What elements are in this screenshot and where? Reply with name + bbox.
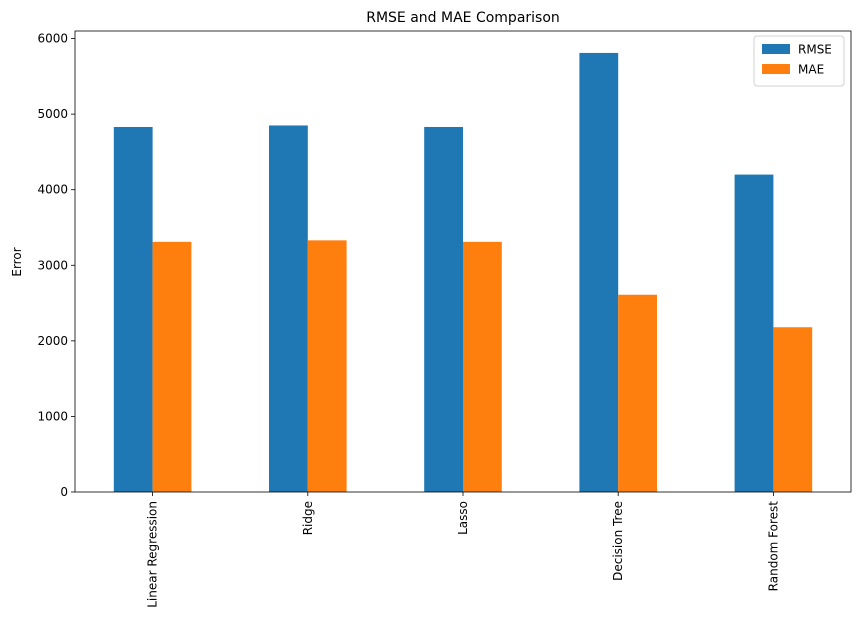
x-tick-label: Random Forest — [766, 501, 780, 592]
x-tick-label: Decision Tree — [611, 501, 625, 581]
bar-mae-linear-regression — [152, 241, 192, 492]
bar-rmse-lasso — [424, 126, 463, 492]
bar-mae-ridge — [307, 240, 347, 492]
x-axis-ticks: Linear Regression Ridge Lasso Decision Tree… — [146, 492, 780, 608]
bar-mae-lasso — [463, 241, 502, 492]
y-tick-label: 0 — [60, 485, 68, 499]
bar-rmse-random-forest — [734, 174, 774, 493]
legend: RMSE MAE — [753, 35, 845, 87]
y-tick-label: 2000 — [37, 334, 68, 348]
y-tick-label: 4000 — [37, 183, 68, 197]
x-tick-label: Lasso — [456, 501, 470, 535]
bar-rmse-decision-tree — [579, 52, 619, 493]
y-tick-label: 6000 — [37, 32, 68, 46]
bar-rmse-linear-regression — [113, 126, 153, 492]
legend-swatch-rmse — [762, 44, 790, 54]
y-tick-label: 3000 — [37, 258, 68, 272]
x-tick-label: Ridge — [301, 501, 315, 535]
bar-rmse-ridge — [269, 125, 308, 492]
legend-swatch-mae — [762, 64, 790, 74]
y-tick-label: 1000 — [37, 409, 68, 423]
y-tick-label: 5000 — [37, 107, 68, 121]
bars-group — [113, 52, 813, 493]
legend-label-rmse: RMSE — [798, 43, 832, 57]
chart-title: RMSE and MAE Comparison — [366, 10, 560, 26]
y-axis-label: Error — [10, 247, 24, 276]
x-tick-label: Linear Regression — [146, 501, 160, 608]
legend-label-mae: MAE — [798, 63, 824, 77]
plot-frame — [74, 30, 852, 493]
bar-mae-random-forest — [773, 327, 813, 492]
bar-mae-decision-tree — [618, 294, 657, 492]
y-axis-ticks: 0 1000 2000 3000 4000 5000 6000 — [37, 32, 75, 499]
